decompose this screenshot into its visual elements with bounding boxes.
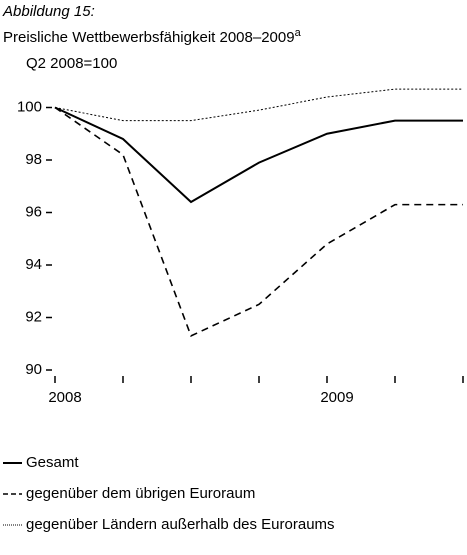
x-tick-label: 2009 (320, 389, 353, 406)
chart-title: Preisliche Wettbewerbsfähigkeit 2008–200… (3, 27, 302, 46)
y-tick-label: 90 (25, 361, 42, 378)
series-line (54, 106, 463, 337)
title-note: a (295, 27, 302, 39)
figure-label: Abbildung 15: (2, 3, 95, 20)
title-text: Preisliche Wettbewerbsfähigkeit 2008–200… (3, 29, 295, 46)
legend-label: gegenüber Ländern außerhalb des Euroraum… (26, 516, 335, 533)
x-tick-label: 2008 (48, 389, 81, 406)
series-line (54, 88, 463, 122)
y-tick-label: 96 (25, 203, 42, 220)
y-tick-label: 92 (25, 308, 42, 325)
y-axis-label: Q2 2008=100 (26, 55, 117, 72)
y-tick-label: 94 (25, 256, 42, 273)
legend-label: gegenüber dem übrigen Euroraum (26, 485, 255, 502)
y-tick-label: 98 (25, 151, 42, 168)
y-tick-label: 100 (17, 98, 42, 115)
legend-label: Gesamt (26, 454, 79, 471)
series-line (54, 106, 463, 204)
